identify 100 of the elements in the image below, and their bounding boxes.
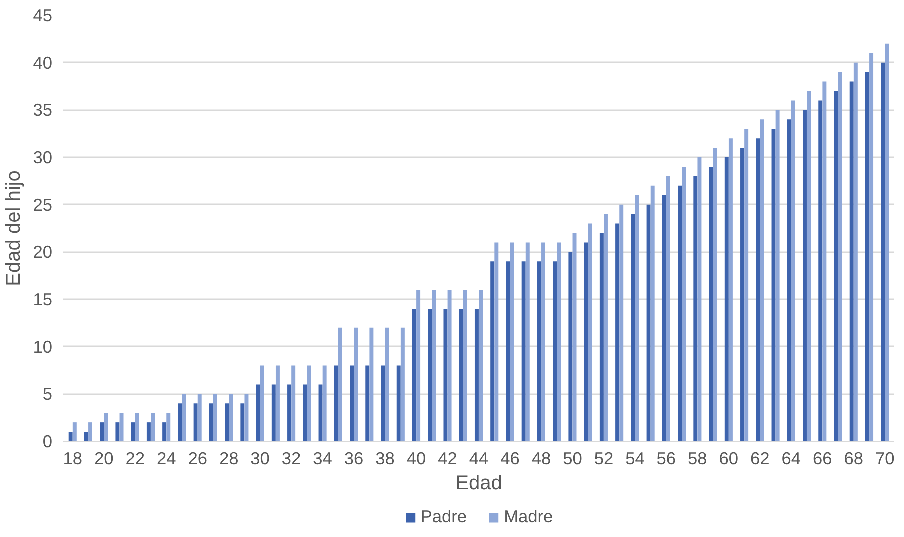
bar — [666, 176, 670, 442]
x-tick-label: 28 — [219, 448, 239, 468]
bar — [303, 384, 308, 442]
bar — [68, 432, 73, 442]
x-tick-label: 32 — [282, 448, 302, 468]
x-tick-label: 24 — [156, 448, 177, 468]
bar — [354, 328, 358, 442]
bar — [490, 262, 495, 442]
bar — [698, 158, 702, 442]
bar — [412, 308, 416, 442]
bar — [213, 394, 218, 442]
bar — [260, 366, 264, 442]
legend-label: Padre — [420, 506, 468, 528]
bar — [600, 233, 604, 442]
bar — [350, 366, 354, 442]
bar — [100, 422, 104, 442]
bar — [479, 290, 484, 442]
bar — [88, 422, 93, 442]
bar — [709, 166, 714, 442]
bar — [616, 224, 620, 442]
bar — [400, 328, 405, 442]
x-tick-label: 18 — [63, 448, 83, 468]
bar — [822, 82, 827, 442]
x-tick-label: 64 — [782, 448, 802, 468]
bar — [428, 308, 432, 442]
bar — [307, 366, 312, 442]
y-tick-label: 5 — [42, 384, 53, 404]
y-tick-label: 25 — [33, 194, 53, 215]
bar — [537, 262, 542, 442]
bar — [166, 413, 171, 442]
bar — [178, 404, 182, 442]
bar — [557, 242, 562, 442]
bar — [776, 110, 780, 442]
bar — [444, 308, 448, 442]
bar — [209, 404, 214, 442]
bar — [756, 138, 760, 442]
x-tick-label: 56 — [656, 448, 676, 468]
y-tick-label: 0 — [42, 432, 53, 452]
x-tick-label: 66 — [813, 448, 832, 468]
bar — [256, 384, 260, 442]
bar — [366, 366, 370, 442]
x-tick-label: 42 — [438, 448, 458, 468]
bar — [650, 186, 655, 442]
bar — [334, 366, 338, 442]
bar — [682, 166, 686, 442]
bar — [724, 158, 729, 442]
bar — [694, 176, 698, 442]
bar — [740, 148, 745, 442]
bar — [416, 290, 421, 442]
bar — [881, 62, 886, 442]
bar — [635, 195, 640, 442]
bar — [510, 242, 514, 442]
x-tick-label: 22 — [126, 448, 145, 468]
legend-label: Madre — [504, 506, 554, 528]
bar — [787, 120, 792, 442]
y-tick-label: 20 — [33, 242, 53, 262]
x-tick-label: 50 — [563, 448, 582, 468]
bar — [448, 290, 452, 442]
bar — [678, 186, 682, 442]
bar — [288, 384, 292, 442]
bar — [120, 413, 124, 442]
bar — [807, 91, 812, 442]
x-tick-label: 36 — [344, 448, 364, 468]
y-tick-label: 15 — [33, 290, 53, 310]
x-tick-label: 46 — [500, 448, 520, 468]
x-axis-title: Edad — [456, 472, 502, 494]
bar — [870, 53, 874, 442]
bar — [553, 262, 558, 442]
x-tick-label: 52 — [594, 448, 614, 468]
bar — [240, 404, 245, 442]
y-tick-label: 10 — [33, 336, 53, 357]
bar — [803, 110, 807, 442]
bar — [522, 262, 526, 442]
bar — [432, 290, 436, 442]
x-tick-label: 44 — [469, 448, 489, 468]
bar — [135, 413, 140, 442]
bar — [116, 422, 120, 442]
bar — [791, 100, 796, 442]
bar — [229, 394, 234, 442]
bar — [865, 72, 870, 442]
bar — [151, 413, 155, 442]
bar — [318, 384, 323, 442]
x-tick-label: 58 — [688, 448, 708, 468]
bar — [834, 91, 838, 442]
bar — [584, 242, 588, 442]
x-tick-label: 60 — [719, 448, 739, 468]
bar — [104, 413, 108, 442]
bar — [459, 308, 464, 442]
bar — [854, 62, 858, 442]
bar — [568, 252, 573, 442]
x-tick-label: 30 — [250, 448, 270, 468]
x-tick-label: 48 — [532, 448, 552, 468]
x-tick-label: 20 — [94, 448, 114, 468]
x-tick-label: 62 — [750, 448, 770, 468]
x-tick-label: 40 — [406, 448, 426, 468]
bar — [225, 404, 230, 442]
y-tick-label: 45 — [33, 6, 53, 26]
bar — [244, 394, 249, 442]
bar — [463, 290, 468, 442]
bar — [713, 148, 718, 442]
